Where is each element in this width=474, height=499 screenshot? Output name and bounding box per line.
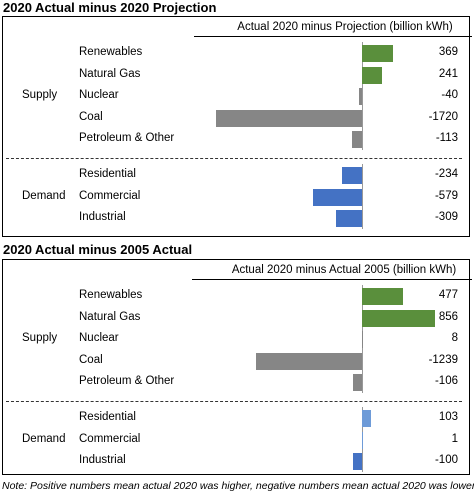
bar-industrial xyxy=(353,453,362,470)
value-coal: -1720 xyxy=(428,110,458,123)
value-petroleum-other: -113 xyxy=(435,132,458,144)
chart-title: 2020 Actual minus 2020 Projection xyxy=(3,0,217,15)
value-petroleum-other: -106 xyxy=(434,375,458,387)
footnote: Note: Positive numbers mean actual 2020 … xyxy=(2,480,474,492)
value-coal: -1239 xyxy=(428,353,458,366)
value-commercial: 1 xyxy=(451,432,458,445)
value-natural-gas: 241 xyxy=(438,67,458,80)
row-label-industrial: Industrial xyxy=(79,211,126,223)
bar-renewables xyxy=(362,288,403,305)
subtitle-underline xyxy=(192,279,472,280)
bar-nuclear xyxy=(362,331,363,348)
chart-subtitle: Actual 2020 minus Actual 2005 (billion k… xyxy=(231,264,457,276)
subtitle-underline xyxy=(194,36,472,37)
group-label-demand: Demand xyxy=(22,189,66,202)
value-residential: -234 xyxy=(434,168,458,180)
row-label-petroleum-other: Petroleum & Other xyxy=(79,375,175,387)
zero-axis xyxy=(362,164,363,229)
value-residential: 103 xyxy=(438,411,458,423)
value-renewables: 369 xyxy=(438,46,458,58)
row-label-natural-gas: Natural Gas xyxy=(79,67,141,80)
row-label-petroleum-other: Petroleum & Other xyxy=(79,132,175,144)
bar-industrial xyxy=(335,210,362,227)
bar-commercial xyxy=(312,188,362,206)
value-nuclear: -40 xyxy=(441,89,458,101)
group-label-demand: Demand xyxy=(22,432,66,445)
chart-subtitle: Actual 2020 minus Projection (billion kW… xyxy=(237,21,453,33)
value-industrial: -309 xyxy=(434,211,458,223)
row-label-coal: Coal xyxy=(79,110,103,123)
bar-natural-gas xyxy=(362,309,435,327)
row-label-residential: Residential xyxy=(79,411,136,423)
group-label-supply: Supply xyxy=(22,332,58,344)
bar-residential xyxy=(362,410,371,427)
chart-panel xyxy=(2,259,470,475)
section-divider xyxy=(6,401,462,402)
row-label-residential: Residential xyxy=(79,168,136,180)
row-label-industrial: Industrial xyxy=(79,454,126,466)
row-label-commercial: Commercial xyxy=(79,189,141,202)
bar-commercial xyxy=(362,431,363,449)
chart-panel xyxy=(2,16,470,237)
chart-title: 2020 Actual minus 2005 Actual xyxy=(3,242,193,257)
row-label-renewables: Renewables xyxy=(79,289,143,301)
row-label-natural-gas: Natural Gas xyxy=(79,310,141,323)
value-industrial: -100 xyxy=(434,454,458,466)
bar-coal xyxy=(216,109,362,127)
bar-petroleum-other xyxy=(352,131,362,148)
bar-coal xyxy=(256,352,362,370)
value-nuclear: 8 xyxy=(451,332,458,344)
row-label-coal: Coal xyxy=(79,353,103,366)
value-renewables: 477 xyxy=(438,289,458,301)
value-commercial: -579 xyxy=(434,189,458,202)
row-label-nuclear: Nuclear xyxy=(79,332,119,344)
bar-nuclear xyxy=(358,88,362,105)
row-label-renewables: Renewables xyxy=(79,46,143,58)
section-divider xyxy=(6,158,462,159)
zero-axis xyxy=(362,42,363,150)
value-natural-gas: 856 xyxy=(438,310,458,323)
row-label-nuclear: Nuclear xyxy=(79,89,119,101)
bar-renewables xyxy=(362,45,394,62)
group-label-supply: Supply xyxy=(22,89,58,101)
bar-natural-gas xyxy=(362,66,383,84)
row-label-commercial: Commercial xyxy=(79,432,141,445)
bar-petroleum-other xyxy=(352,374,362,391)
bar-residential xyxy=(342,167,362,184)
